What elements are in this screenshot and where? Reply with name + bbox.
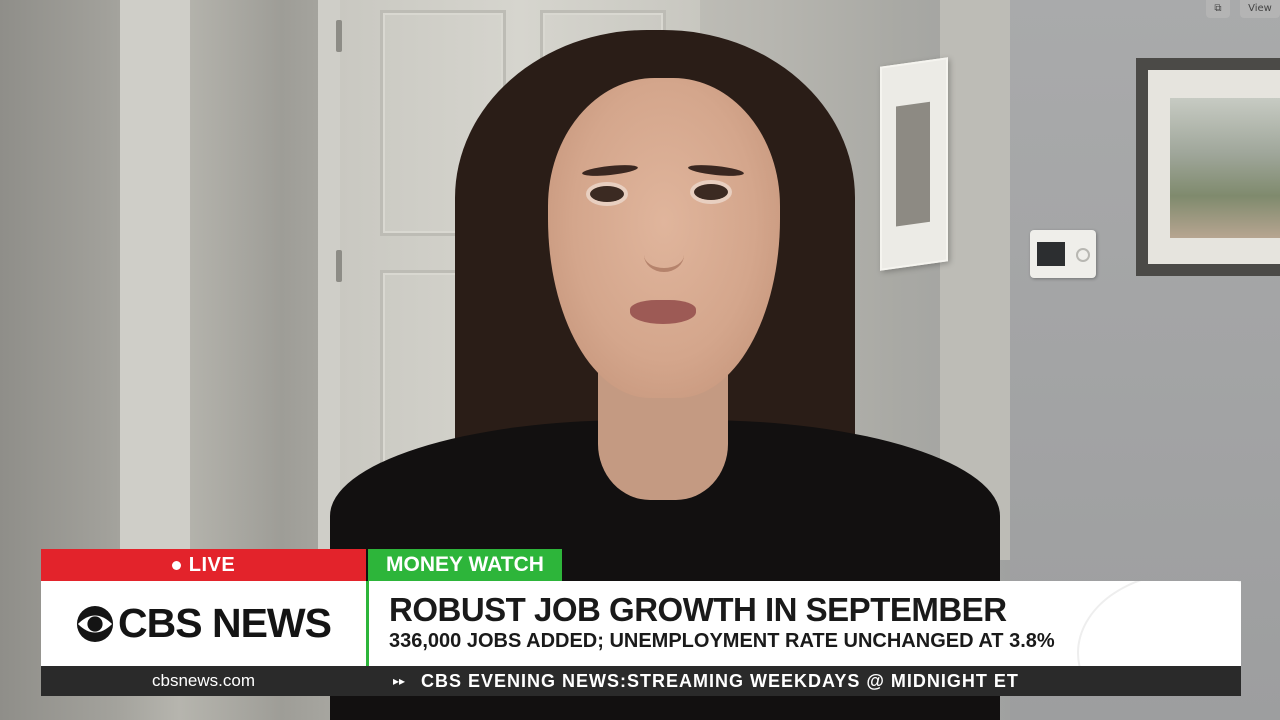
subheadline: 336,000 JOBS ADDED; UNEMPLOYMENT RATE UN… (389, 630, 1055, 652)
camera-icon[interactable]: ⧉ (1206, 0, 1230, 18)
thermostat-screen (1037, 242, 1065, 266)
live-dot-icon (171, 560, 181, 570)
right-eyebrow (687, 163, 745, 178)
small-picture-frame (880, 57, 948, 271)
live-badge: LIVE (41, 549, 366, 581)
view-button[interactable]: View (1240, 0, 1280, 18)
large-picture-frame (1136, 58, 1280, 276)
door-frame-left (120, 0, 190, 560)
door-hinge (336, 20, 342, 52)
thermostat-button (1076, 248, 1090, 262)
headline: ROBUST JOB GROWTH IN SEPTEMBER (389, 591, 1007, 628)
segment-label: MONEY WATCH (386, 553, 544, 576)
ticker-bar: cbsnews.com ▸▸ CBS EVENING NEWS:STREAMIN… (41, 666, 1241, 696)
nose (644, 238, 684, 272)
network-logo-text: CBS NEWS (118, 600, 332, 646)
person-face (548, 78, 780, 398)
mouth (630, 300, 696, 324)
left-eye (590, 186, 624, 202)
headline-panel: ROBUST JOB GROWTH IN SEPTEMBER 336,000 J… (369, 581, 1241, 666)
network-logo: CBS NEWS (41, 581, 366, 666)
ticker-url: cbsnews.com (152, 671, 255, 690)
left-eyebrow (581, 163, 639, 178)
cbs-eye-icon (76, 605, 114, 642)
thermostat (1030, 230, 1096, 278)
segment-badge: MONEY WATCH (368, 549, 562, 581)
view-label: View (1248, 3, 1272, 14)
live-label: LIVE (188, 553, 236, 576)
ticker-text: CBS EVENING NEWS:STREAMING WEEKDAYS @ MI… (421, 671, 1019, 691)
landscape-painting (1170, 98, 1280, 238)
door-hinge (336, 250, 342, 282)
accent-divider (366, 581, 369, 666)
small-picture-art (896, 101, 930, 227)
decorative-swoosh (1077, 581, 1241, 666)
ticker-arrow-icon: ▸▸ (393, 674, 406, 688)
right-eye (694, 184, 728, 200)
